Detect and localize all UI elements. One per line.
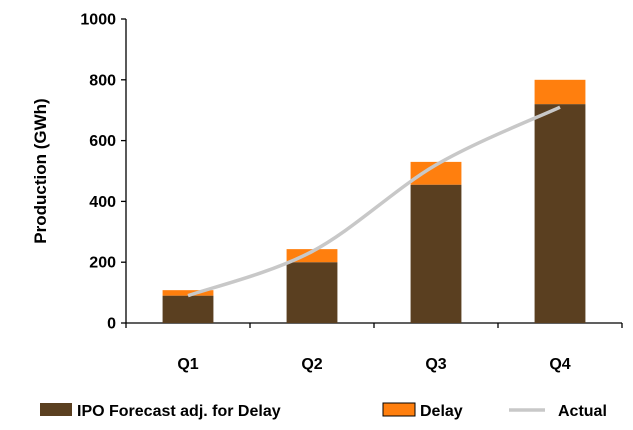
y-tick-label: 200 (89, 255, 116, 272)
x-tick-label: Q3 (425, 356, 446, 373)
y-tick-label: 600 (89, 133, 116, 150)
y-tick-label: 400 (89, 194, 116, 211)
legend-label-actual: Actual (558, 403, 607, 420)
bar-forecast-q4 (534, 104, 586, 324)
line-layer (187, 105, 561, 298)
legend-layer: IPO Forecast adj. for Delay Delay Actual (40, 402, 607, 420)
x-tick-label: Q1 (177, 356, 198, 373)
legend-label-forecast: IPO Forecast adj. for Delay (77, 403, 281, 420)
bar-delay-q4 (534, 79, 586, 105)
actual-line (187, 105, 561, 298)
x-tick-label: Q4 (549, 356, 570, 373)
legend-label-delay: Delay (420, 403, 463, 420)
y-axis-title: Production (GWh) (31, 98, 50, 243)
bars-layer (162, 79, 586, 324)
y-tick-label: 0 (107, 316, 116, 333)
bar-forecast-q1 (162, 295, 214, 323)
legend-swatch-delay (382, 402, 416, 417)
bar-delay-q3 (410, 161, 462, 185)
y-tick-label: 800 (89, 72, 116, 89)
bar-forecast-q3 (410, 184, 462, 323)
bar-delay-q1 (162, 290, 214, 296)
labels-layer: 0 200 400 600 800 1000 Q1 Q2 Q3 Q4 Production (GWh… (31, 12, 571, 374)
legend-swatch-forecast (40, 403, 72, 416)
x-tick-label: Q2 (301, 356, 322, 373)
y-tick-label: 1000 (80, 12, 116, 29)
bar-forecast-q2 (286, 262, 338, 323)
